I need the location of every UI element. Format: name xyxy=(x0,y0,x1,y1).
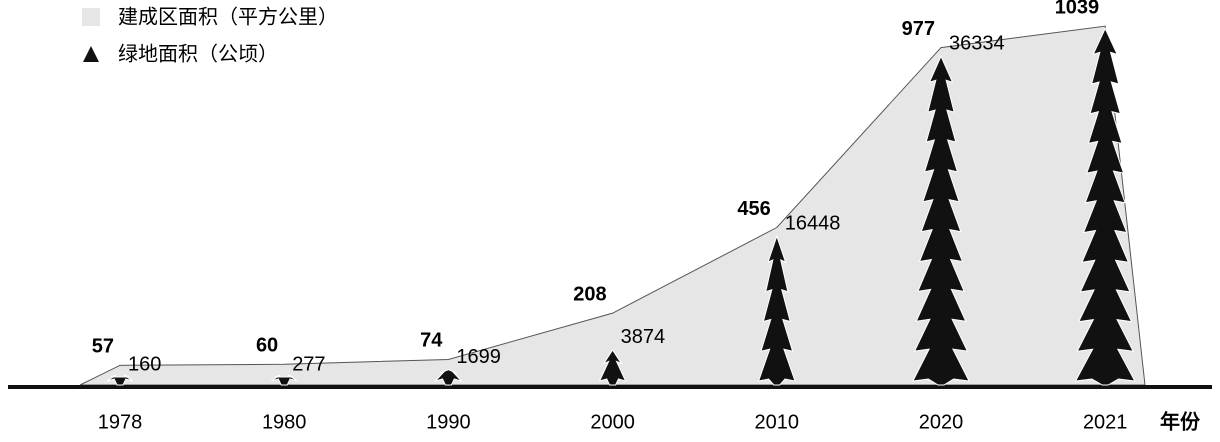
area-value-label: 208 xyxy=(573,283,606,305)
x-tick-label: 2000 xyxy=(590,411,635,433)
area-value-label: 977 xyxy=(902,18,935,40)
x-tick-label: 2020 xyxy=(919,411,964,433)
tree xyxy=(270,374,298,386)
area-value-label: 57 xyxy=(92,336,114,358)
green-value-label: 36334 xyxy=(949,33,1005,55)
green-value-label: 16448 xyxy=(785,212,841,234)
x-axis-label: 年份 xyxy=(1160,409,1201,433)
green-value-label: 1699 xyxy=(456,346,501,368)
legend-label: 建成区面积（平方公里） xyxy=(118,5,338,28)
legend-swatch xyxy=(82,8,100,26)
legend-label: 绿地面积（公顷） xyxy=(118,42,278,65)
x-tick-label: 2021 xyxy=(1083,411,1128,433)
area-value-label: 74 xyxy=(420,330,443,352)
green-value-label: 3874 xyxy=(621,326,666,348)
x-tick-label: 1990 xyxy=(426,411,471,433)
area xyxy=(79,25,1146,386)
green-value-label: 277 xyxy=(292,353,325,375)
tree xyxy=(433,369,463,386)
tree xyxy=(598,349,627,386)
x-tick-label: 2010 xyxy=(755,411,800,433)
area-value-label: 1039 xyxy=(1055,0,1100,18)
area-value-label: 456 xyxy=(737,198,770,220)
x-tick-label: 1980 xyxy=(262,411,307,433)
legend-icon xyxy=(83,46,99,62)
tree xyxy=(1074,27,1136,386)
tree xyxy=(106,374,134,386)
green-value-label: 160 xyxy=(128,353,161,375)
x-tick-label: 1978 xyxy=(98,411,143,433)
tree xyxy=(757,234,796,386)
area-value-label: 60 xyxy=(256,335,278,357)
tree xyxy=(912,55,970,386)
